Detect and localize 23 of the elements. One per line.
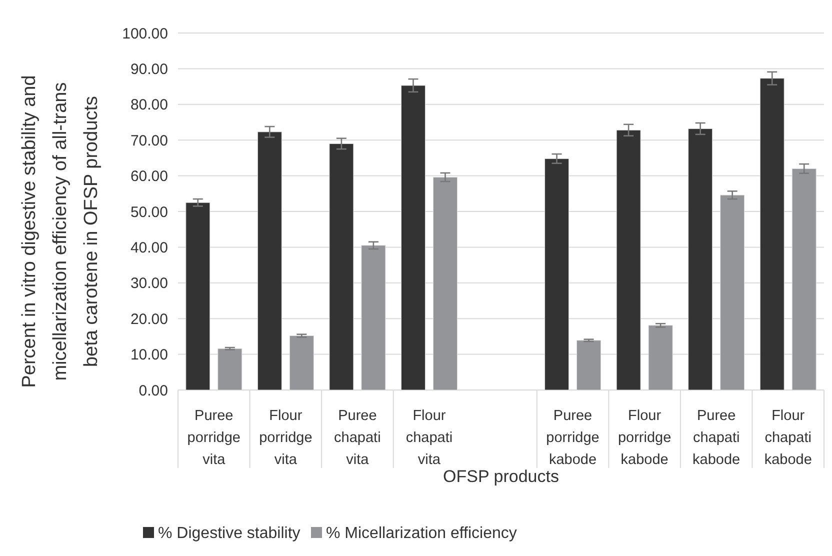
legend-label: % Digestive stability xyxy=(158,525,300,542)
y-tick-label: 20.00 xyxy=(130,310,168,328)
x-tick-label: Puree porridge vita xyxy=(187,408,240,468)
y-tick-label: 40.00 xyxy=(130,239,168,256)
y-tick-label: 100.00 xyxy=(122,25,168,42)
y-tick-label: 80.00 xyxy=(130,96,168,114)
x-tick-label: Flour chapati kabode xyxy=(764,408,812,468)
x-tick-label: Puree porridge kabode xyxy=(546,408,600,468)
legend-label: % Micellarization efficiency xyxy=(326,525,517,542)
y-tick-label: 10.00 xyxy=(130,346,168,364)
x-tick-label: Puree chapati kabode xyxy=(692,408,740,468)
x-tick-label: Flour chapati vita xyxy=(406,408,453,468)
y-tick-label: 50.00 xyxy=(130,204,168,221)
x-tick-label: Flour porridge vita xyxy=(259,408,312,468)
x-tick-label: Puree chapati vita xyxy=(334,408,381,468)
y-tick-label: 0.00 xyxy=(138,382,168,400)
y-tick-label: 60.00 xyxy=(130,168,168,186)
x-axis-title: OFSP products xyxy=(443,467,559,486)
y-tick-label: 30.00 xyxy=(130,275,168,292)
y-axis-title: Percent in vitro digestive stability and micellarization efficiency of all-trans beta carotene in OFSP products xyxy=(19,75,102,388)
y-tick-label: 90.00 xyxy=(130,60,168,78)
x-tick-label: Flour porridge kabode xyxy=(618,408,672,468)
y-tick-label: 70.00 xyxy=(130,132,168,150)
